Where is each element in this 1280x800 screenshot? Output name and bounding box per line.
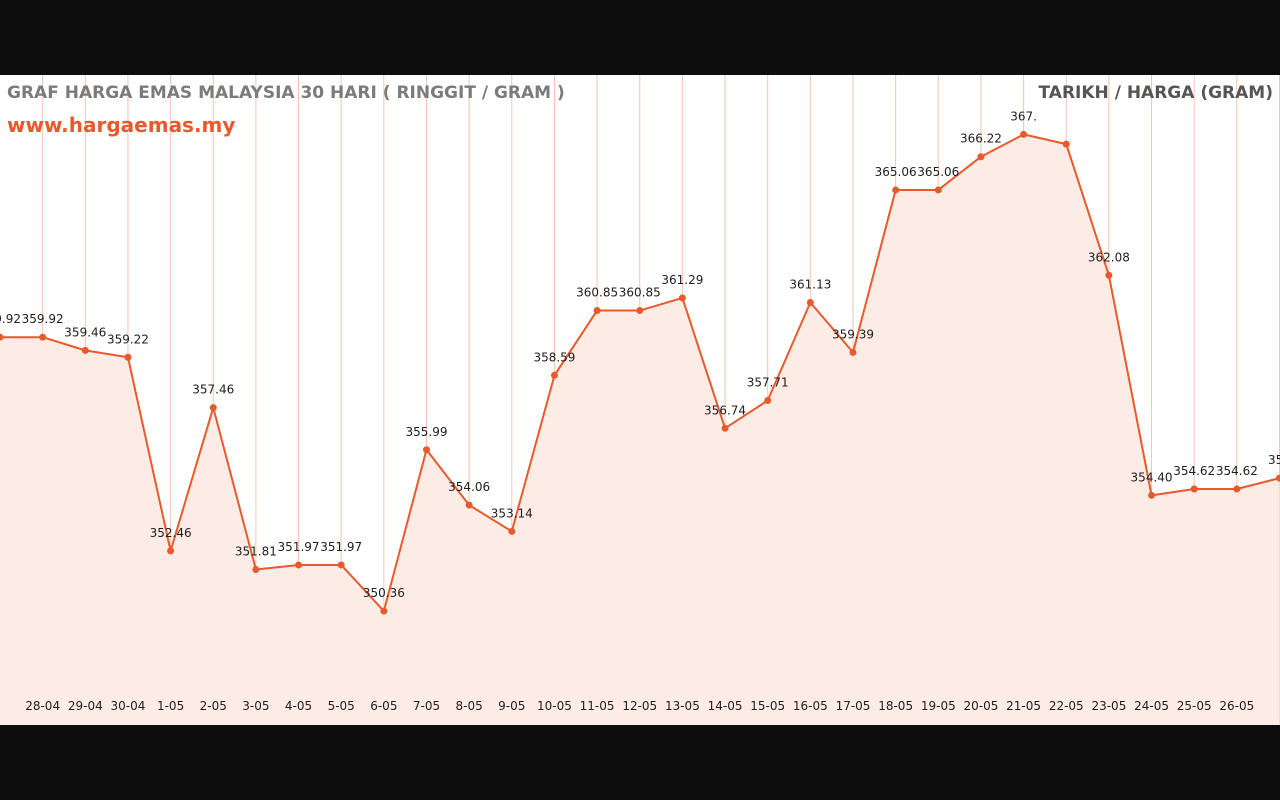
data-label: 353.14 — [491, 506, 533, 520]
data-points — [0, 130, 1280, 615]
data-point[interactable] — [1020, 130, 1028, 138]
data-label: 359.92 — [0, 312, 21, 326]
x-tick-label: 5-05 — [328, 699, 355, 713]
price-line-chart: 359.92359.92359.46359.22352.46357.46351.… — [0, 75, 1280, 725]
x-tick-label: 10-05 — [537, 699, 572, 713]
price-area-fill — [0, 134, 1280, 725]
x-tick-label: 20-05 — [964, 699, 999, 713]
data-point[interactable] — [1105, 271, 1113, 279]
x-tick-label: 29-04 — [68, 699, 103, 713]
x-tick-label: 21-05 — [1006, 699, 1041, 713]
x-tick-label: 30-04 — [111, 699, 146, 713]
x-tick-label: 15-05 — [750, 699, 785, 713]
x-tick-label: 18-05 — [878, 699, 913, 713]
data-label: 361.13 — [789, 278, 831, 292]
x-tick-label: 23-05 — [1091, 699, 1126, 713]
data-point[interactable] — [1148, 491, 1156, 499]
data-point[interactable] — [124, 353, 132, 361]
data-label: 365.06 — [875, 165, 917, 179]
x-tick-label: 26-05 — [1219, 699, 1254, 713]
data-label: 366.22 — [960, 132, 1002, 146]
data-label: 359.46 — [64, 325, 106, 339]
data-label: 360.85 — [576, 286, 618, 300]
data-label: 351.81 — [235, 545, 277, 559]
data-point[interactable] — [892, 186, 900, 194]
x-tick-label: 1-05 — [157, 699, 184, 713]
data-label: 355 — [1268, 453, 1280, 467]
data-point[interactable] — [39, 333, 47, 341]
data-point[interactable] — [0, 333, 4, 341]
data-point[interactable] — [380, 607, 388, 615]
data-label: 352.46 — [150, 526, 192, 540]
data-point[interactable] — [252, 566, 260, 574]
x-tick-label: 24-05 — [1134, 699, 1169, 713]
data-label: 359.22 — [107, 332, 149, 346]
data-point[interactable] — [423, 446, 430, 454]
data-label: 356.74 — [704, 403, 746, 417]
data-point[interactable] — [934, 186, 942, 194]
x-tick-label: 3-05 — [242, 699, 269, 713]
data-label: 354.62 — [1173, 464, 1215, 478]
x-tick-label: 9-05 — [498, 699, 525, 713]
data-point[interactable] — [1190, 485, 1198, 493]
data-point[interactable] — [550, 371, 558, 379]
x-tick-label: 7-05 — [413, 699, 440, 713]
data-point[interactable] — [636, 307, 644, 315]
x-tick-label: 14-05 — [708, 699, 743, 713]
data-label: 354.40 — [1131, 470, 1173, 484]
x-tick-label: 13-05 — [665, 699, 700, 713]
data-label: 354.06 — [448, 480, 490, 494]
x-tick-label: 11-05 — [580, 699, 615, 713]
x-axis-tick-labels: 28-04 29-04 30-04 1-05 2-05 3-05 4-05 5-05 6-05 7… — [25, 699, 1254, 713]
x-tick-label: 22-05 — [1049, 699, 1084, 713]
data-point[interactable] — [1062, 140, 1070, 148]
data-label: 354.62 — [1216, 464, 1258, 478]
data-point[interactable] — [209, 404, 217, 412]
x-tick-label: 19-05 — [921, 699, 956, 713]
x-tick-label: 8-05 — [456, 699, 483, 713]
data-point[interactable] — [977, 153, 985, 161]
data-point[interactable] — [81, 346, 89, 354]
data-point[interactable] — [764, 397, 772, 405]
data-label: 365.06 — [917, 165, 959, 179]
x-tick-label: 28-04 — [25, 699, 60, 713]
x-tick-label: 6-05 — [370, 699, 397, 713]
data-point[interactable] — [1276, 474, 1280, 482]
data-point[interactable] — [295, 561, 303, 569]
data-point[interactable] — [849, 348, 857, 356]
data-label: 350.36 — [363, 586, 405, 600]
x-tick-label: 17-05 — [836, 699, 871, 713]
data-point[interactable] — [508, 527, 516, 535]
data-point[interactable] — [593, 307, 601, 315]
data-point[interactable] — [678, 294, 686, 302]
data-label: 351.97 — [320, 540, 362, 554]
x-tick-label: 25-05 — [1177, 699, 1212, 713]
data-label: 359.39 — [832, 327, 874, 341]
data-label: 362.08 — [1088, 250, 1130, 264]
data-label: 357.71 — [747, 376, 789, 390]
data-point[interactable] — [465, 501, 473, 509]
chart-title: GRAF HARGA EMAS MALAYSIA 30 HARI ( RINGG… — [7, 83, 565, 103]
data-point[interactable] — [1233, 485, 1241, 493]
data-label: 355.99 — [406, 425, 448, 439]
site-url-link[interactable]: www.hargaemas.my — [7, 113, 236, 137]
x-tick-label: 16-05 — [793, 699, 828, 713]
data-label: 367. — [1010, 109, 1037, 123]
chart-panel: 359.92359.92359.46359.22352.46357.46351.… — [0, 75, 1280, 725]
data-label: 360.85 — [619, 286, 661, 300]
x-tick-label: 12-05 — [622, 699, 657, 713]
data-label: 361.29 — [661, 273, 703, 287]
data-label: 358.59 — [533, 350, 575, 364]
data-point[interactable] — [806, 299, 814, 307]
data-label: 357.46 — [192, 383, 234, 397]
data-label: 359.92 — [22, 312, 64, 326]
data-labels: 359.92359.92359.46359.22352.46357.46351.… — [0, 109, 1280, 600]
data-point[interactable] — [721, 424, 729, 432]
x-tick-label: 2-05 — [200, 699, 227, 713]
data-point[interactable] — [337, 561, 345, 569]
x-tick-label: 4-05 — [285, 699, 312, 713]
data-point[interactable] — [167, 547, 175, 555]
chart-legend: TARIKH / HARGA (GRAM) — [1038, 83, 1273, 103]
data-label: 351.97 — [278, 540, 320, 554]
